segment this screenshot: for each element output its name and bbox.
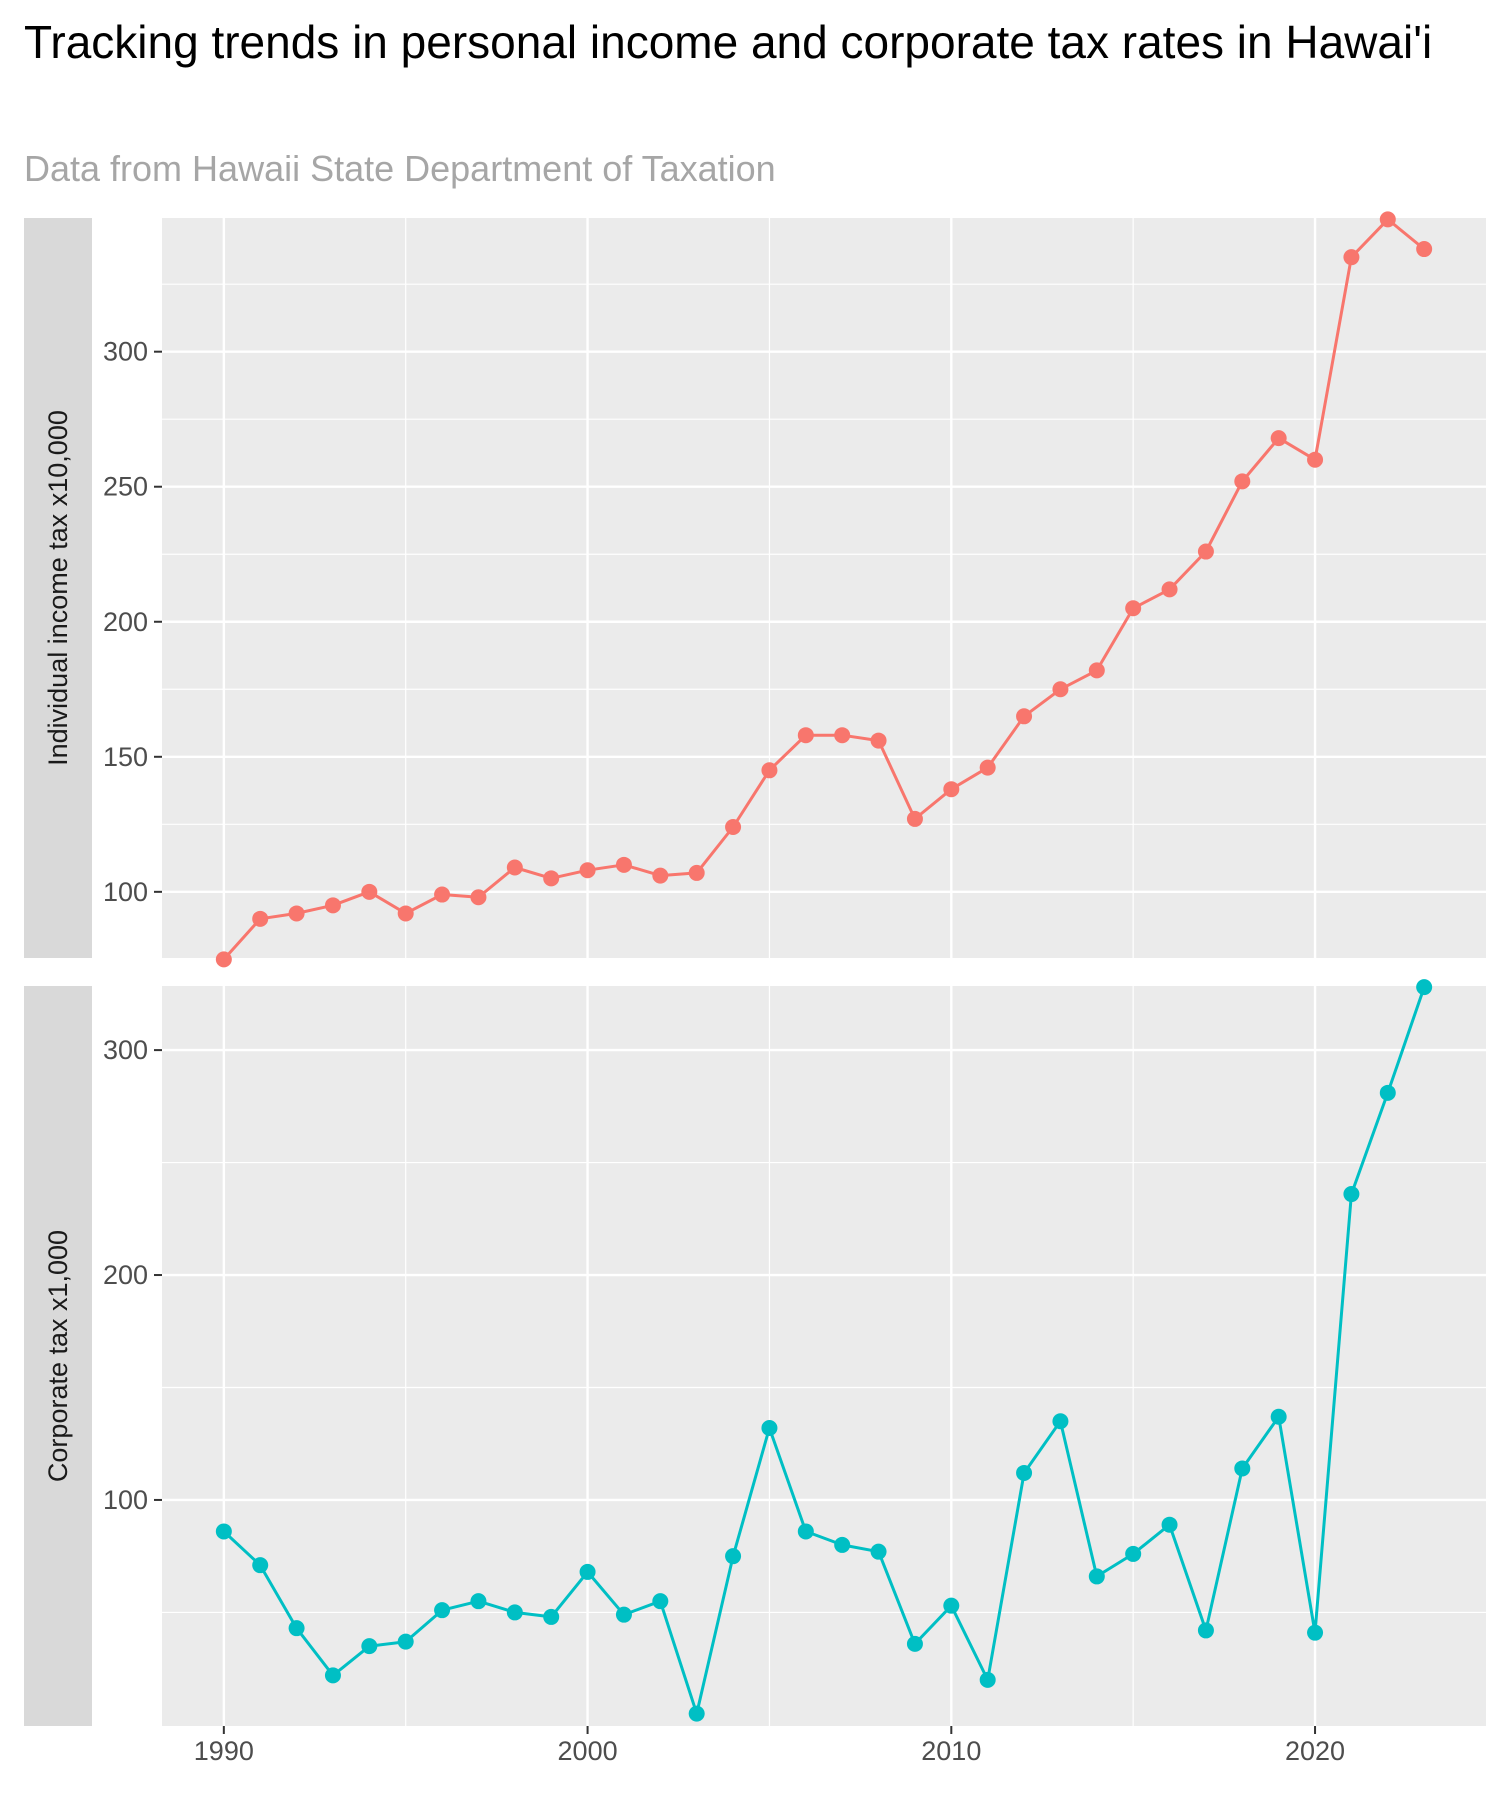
data-point <box>397 905 414 922</box>
data-point <box>943 781 960 798</box>
data-point <box>1052 1413 1069 1430</box>
data-point <box>870 732 887 749</box>
data-point <box>288 905 305 922</box>
data-point <box>1307 1624 1324 1641</box>
data-point <box>543 870 560 887</box>
data-point <box>834 727 851 744</box>
data-point <box>1416 979 1433 996</box>
data-point <box>906 1635 923 1652</box>
data-point <box>1379 1084 1396 1101</box>
chart-subtitle: Data from Hawaii State Department of Tax… <box>24 148 776 189</box>
data-point <box>761 762 778 779</box>
data-point <box>1016 708 1033 725</box>
data-point <box>1307 451 1324 468</box>
data-point <box>1416 241 1433 258</box>
panel-background <box>162 218 1486 958</box>
data-point <box>1270 430 1287 447</box>
data-point <box>652 867 669 884</box>
data-point <box>1125 600 1142 617</box>
facet-strip <box>24 218 92 958</box>
data-point <box>288 1620 305 1637</box>
x-tick-label: 2000 <box>558 1736 618 1766</box>
y-tick-label: 300 <box>103 1035 148 1065</box>
data-point <box>579 862 596 879</box>
data-point <box>1234 473 1251 490</box>
data-point <box>1343 249 1360 266</box>
x-axis: 1990 2000 2010 2020 <box>194 1726 1345 1766</box>
data-point <box>906 810 923 827</box>
y-tick-label: 200 <box>103 607 148 637</box>
y-tick-label: 200 <box>103 1260 148 1290</box>
y-tick-label: 100 <box>103 877 148 907</box>
y-tick-label: 250 <box>103 472 148 502</box>
data-point <box>797 1523 814 1540</box>
data-point <box>506 1604 523 1621</box>
data-point <box>1379 211 1396 228</box>
data-point <box>361 883 378 900</box>
data-point <box>215 951 232 968</box>
data-point <box>652 1593 669 1610</box>
data-point <box>761 1419 778 1436</box>
x-tick-label: 2020 <box>1285 1736 1345 1766</box>
y-tick-label: 100 <box>103 1485 148 1515</box>
x-tick-label: 1990 <box>194 1736 254 1766</box>
data-point <box>434 1602 451 1619</box>
data-point <box>1197 543 1214 560</box>
data-point <box>943 1597 960 1614</box>
x-tick-label: 2010 <box>921 1736 981 1766</box>
data-point <box>725 1548 742 1565</box>
series-line <box>222 985 1426 1716</box>
data-point <box>1125 1545 1142 1562</box>
data-point <box>688 1705 705 1722</box>
data-point <box>979 759 996 776</box>
facet-strip-label: Individual income tax x10,000 <box>43 410 73 766</box>
series-line <box>222 217 1426 961</box>
data-point <box>1270 1408 1287 1425</box>
data-point <box>324 897 341 914</box>
data-point <box>506 859 523 876</box>
data-point <box>434 886 451 903</box>
data-point <box>1197 1622 1214 1639</box>
data-point <box>252 1557 269 1574</box>
data-point <box>543 1608 560 1625</box>
data-point <box>688 864 705 881</box>
panel-individual-income-tax: Individual income tax x10,000 100 150 200 25… <box>24 211 1486 968</box>
data-point <box>252 910 269 927</box>
data-point <box>979 1671 996 1688</box>
panel-background <box>162 986 1486 1726</box>
data-point <box>1088 662 1105 679</box>
data-point <box>1088 1568 1105 1585</box>
data-point <box>397 1633 414 1650</box>
data-point <box>1052 681 1069 698</box>
y-tick-label: 300 <box>103 337 148 367</box>
data-point <box>324 1667 341 1684</box>
data-point <box>470 889 487 906</box>
facet-strip <box>24 986 92 1726</box>
data-point <box>1161 1516 1178 1533</box>
data-point <box>1343 1186 1360 1203</box>
panel-corporate-tax: Corporate tax x1,000 100 200 300 <box>24 979 1486 1726</box>
data-point <box>579 1563 596 1580</box>
data-point <box>615 1606 632 1623</box>
data-point <box>615 856 632 873</box>
data-point <box>1161 581 1178 598</box>
data-point <box>725 819 742 836</box>
data-point <box>1016 1464 1033 1481</box>
data-point <box>361 1638 378 1655</box>
data-point <box>834 1536 851 1553</box>
chart-title: Tracking trends in personal income and c… <box>24 16 1433 68</box>
y-tick-label: 150 <box>103 742 148 772</box>
data-point <box>215 1523 232 1540</box>
data-point <box>870 1543 887 1560</box>
facet-strip-label: Corporate tax x1,000 <box>43 1230 73 1482</box>
data-point <box>470 1593 487 1610</box>
data-point <box>1234 1460 1251 1477</box>
data-point <box>797 727 814 744</box>
